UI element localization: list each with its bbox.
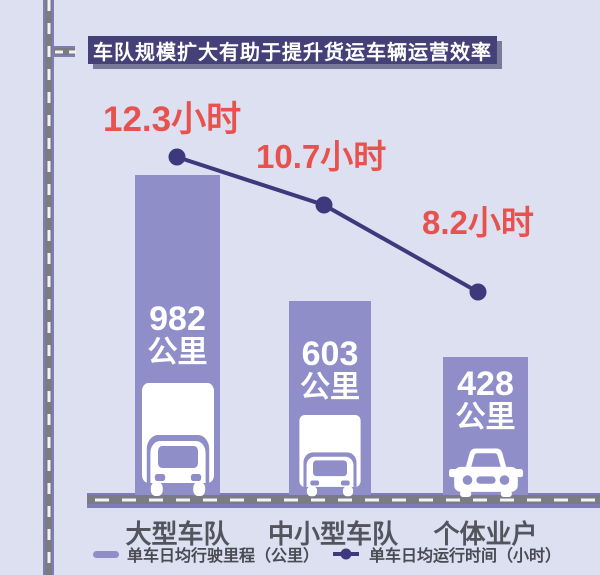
road-dash-line — [47, 0, 50, 575]
road-dash-line — [55, 50, 76, 53]
line-point-label-1: 12.3小时 — [103, 100, 242, 139]
bar-value-unit: 公里 — [300, 371, 360, 404]
bar-value: 428 公里 — [443, 367, 528, 435]
line-point-label-2: 10.7小时 — [256, 138, 387, 175]
bar-value-number: 982 — [149, 300, 206, 338]
line-legend-marker — [333, 548, 360, 560]
bar-value: 982 公里 — [135, 302, 220, 370]
category-label-large-fleet: 大型车队 — [125, 519, 230, 549]
vertical-road-graphic — [43, 0, 54, 575]
bar-legend-label: 单车日均行驶里程（公里） — [127, 548, 320, 565]
chart-title: 车队规模扩大有助于提升货运车辆运营效率 — [93, 41, 492, 64]
box-truck-icon — [296, 415, 364, 497]
legend: 单车日均行驶里程（公里） 单车日均运行时间（小时） — [93, 544, 562, 565]
bar-individual-operator: 428 公里 — [443, 357, 528, 497]
bar-value-number: 428 — [457, 365, 514, 403]
bar-mid-small-fleet: 603 公里 — [289, 301, 371, 497]
category-label-mid-small-fleet: 中小型车队 — [268, 519, 399, 549]
bar-large-fleet: 982 公里 — [135, 175, 220, 497]
bar-value-unit: 公里 — [455, 401, 516, 434]
data-point-3 — [469, 283, 487, 301]
line-point-label-3: 8.2小时 — [422, 204, 534, 241]
bar-legend-swatch — [93, 550, 119, 558]
road-dash-line — [95, 498, 600, 501]
road-branch-graphic — [54, 46, 76, 57]
bar-value-unit: 公里 — [147, 336, 208, 369]
data-point-2 — [315, 196, 333, 214]
category-label-individual-operator: 个体业户 — [433, 519, 538, 549]
title-banner: 车队规模扩大有助于提升货运车辆运营效率 — [88, 36, 497, 64]
bar-value-number: 603 — [301, 335, 359, 373]
bar-value: 603 公里 — [289, 337, 371, 405]
car-icon — [448, 447, 523, 497]
box-truck-icon — [138, 383, 218, 497]
data-point-1 — [168, 148, 186, 166]
line-legend-label: 单车日均运行时间（小时） — [369, 548, 562, 565]
